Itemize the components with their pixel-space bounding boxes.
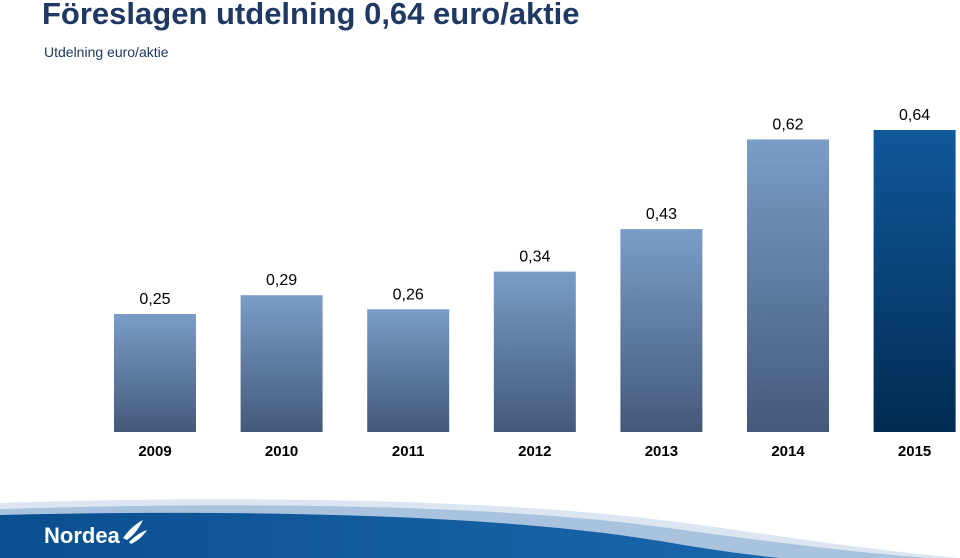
page-title: Föreslagen utdelning 0,64 euro/aktie — [42, 0, 580, 31]
bar-2015 — [873, 130, 956, 432]
value-label-2009: 0,25 — [139, 291, 170, 308]
value-label-2011: 0,26 — [393, 286, 424, 303]
dividend-bar-chart: 0,25 0,29 0,26 0,34 0,43 0,62 0,64 2009 2010 201… — [114, 107, 956, 460]
bar-2010 — [240, 295, 323, 432]
value-label-2010: 0,29 — [266, 272, 297, 289]
value-label-2012: 0,34 — [519, 249, 550, 266]
logo-text: Nordea — [44, 523, 121, 548]
category-label-2011: 2011 — [392, 443, 425, 460]
bar-2009 — [114, 314, 196, 432]
bar-2011 — [367, 309, 450, 432]
value-label-2013: 0,43 — [646, 206, 677, 223]
footer-wave — [0, 512, 780, 558]
value-label-2014: 0,62 — [772, 116, 803, 133]
bar-2014 — [747, 139, 829, 432]
bar-2012 — [493, 271, 576, 432]
category-label-2010: 2010 — [265, 443, 298, 460]
bar-2013 — [620, 229, 703, 432]
category-label-2013: 2013 — [645, 443, 678, 460]
value-label-2015: 0,64 — [899, 107, 930, 124]
nordea-logo: Nordea — [44, 520, 147, 548]
category-label-2015: 2015 — [898, 443, 931, 460]
category-labels-group: 2009 2010 2011 2012 2013 2014 2015 — [138, 443, 931, 460]
footer-band: Nordea — [0, 499, 960, 558]
value-labels-group: 0,25 0,29 0,26 0,34 0,43 0,62 0,64 — [139, 107, 930, 308]
category-label-2012: 2012 — [518, 443, 551, 460]
nordea-sail-icon — [123, 520, 147, 544]
bars-group — [114, 130, 956, 432]
category-label-2009: 2009 — [138, 443, 171, 460]
category-label-2014: 2014 — [771, 443, 805, 460]
chart-subtitle: Utdelning euro/aktie — [44, 44, 169, 60]
